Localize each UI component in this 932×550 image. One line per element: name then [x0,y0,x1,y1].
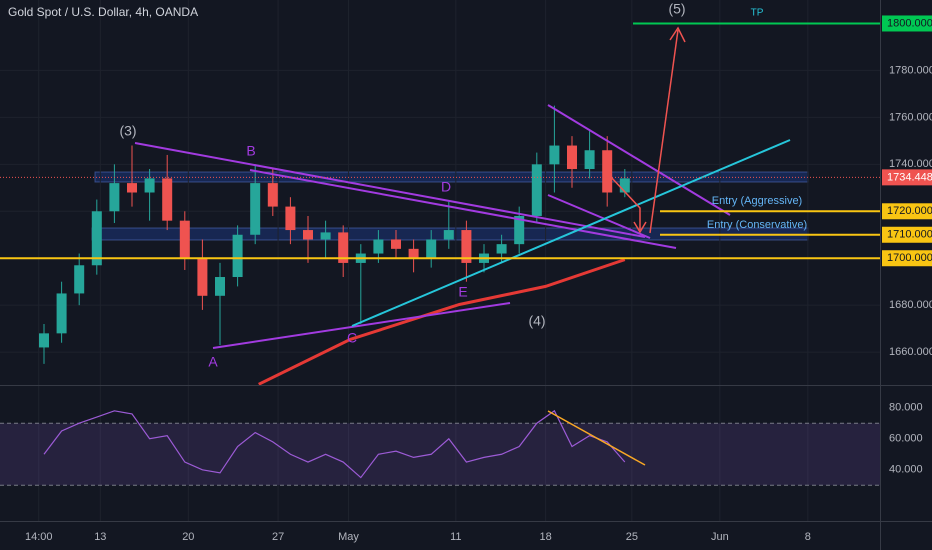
x-tick-label: 14:00 [25,531,53,543]
annotation: C [347,330,357,346]
candle-body [496,244,507,254]
candle-body [426,239,437,259]
annotation: E [458,284,467,300]
x-tick-label: 27 [272,531,284,543]
arrow-head [633,221,647,234]
x-tick-label: 20 [182,531,194,543]
x-tick-label: 18 [539,531,551,543]
candle-body [619,178,630,193]
candle-body [91,211,102,266]
annotation: Entry (Aggressive) [712,195,802,207]
candle-body [144,178,155,193]
level-label-bg [882,203,932,220]
candle-body [602,150,613,193]
level-label: 1710.000 [887,229,932,241]
candle-body [338,232,349,263]
moving-average [258,258,626,386]
x-tick-label: 11 [450,531,461,543]
candle-body [127,183,137,193]
trendline [547,104,731,216]
candle-body [391,239,401,249]
annotation: D [441,179,451,195]
candle-body [232,234,243,278]
y-tick-label: 1780.000 [889,64,932,76]
level-label-bg [882,15,932,32]
candle-body [443,230,454,240]
annotation: (3) [119,123,136,139]
candle-body [584,150,595,170]
candle-body [267,183,278,207]
candle-body [285,206,296,231]
rsi-band [0,423,880,486]
level-label: 1800.000 [887,17,932,29]
x-tick-label: 25 [626,531,638,543]
candle-body [373,239,384,254]
candle-body [39,333,49,348]
candle-body [250,183,261,235]
chart-title: Gold Spot / U.S. Dollar, 4h, OANDA [8,5,198,19]
rsi-tick-label: 80.000 [889,402,923,414]
annotation: (4) [528,313,545,329]
arrow [609,175,641,230]
level-label: 1700.000 [887,252,932,264]
trendline [212,302,511,349]
x-tick-label: Jun [711,531,729,543]
candle-body [179,220,190,259]
annotation: Entry (Conservative) [707,219,807,231]
trendline [547,194,651,239]
candle-body [408,248,419,259]
x-tick-label: 8 [805,531,811,543]
candle-body [531,164,542,216]
rsi-tick-label: 60.000 [889,433,923,445]
candle-body [320,232,331,240]
candle-body [56,293,67,334]
trendline [134,142,646,238]
y-tick-label: 1740.000 [889,158,932,170]
annotation: A [208,354,218,370]
last-price-label: 1734.448 [887,171,932,183]
rsi-trendline [547,410,646,466]
level-label-bg [882,226,932,243]
candle-body [109,183,120,212]
annotation: (5) [668,1,685,17]
y-tick-label: 1680.000 [889,299,932,311]
plot [0,0,880,521]
y-tick-label: 1760.000 [889,111,932,123]
candle-body [215,277,225,296]
arrow [649,29,679,234]
x-tick-label: 13 [94,531,106,543]
candle-body [197,258,208,296]
rsi-line [43,409,626,479]
last-price-bg [882,169,932,186]
candle-body [303,230,313,240]
trendline [249,169,677,249]
annotation: B [246,143,255,159]
arrow-head [669,26,686,43]
candle-body [74,265,85,294]
level-label: 1720.000 [887,205,932,217]
drawings [134,26,791,466]
x-tick-label: May [338,531,359,543]
candle-body [567,145,577,170]
candle-body [549,145,560,165]
candle-body [162,178,173,221]
trendline [351,139,791,327]
y-tick-label: 1660.000 [889,346,932,358]
level-label-bg [882,250,932,267]
candle-body [461,230,472,263]
rsi-tick-label: 40.000 [889,464,923,476]
annotation: TP [751,8,764,19]
candle-body [514,215,525,245]
